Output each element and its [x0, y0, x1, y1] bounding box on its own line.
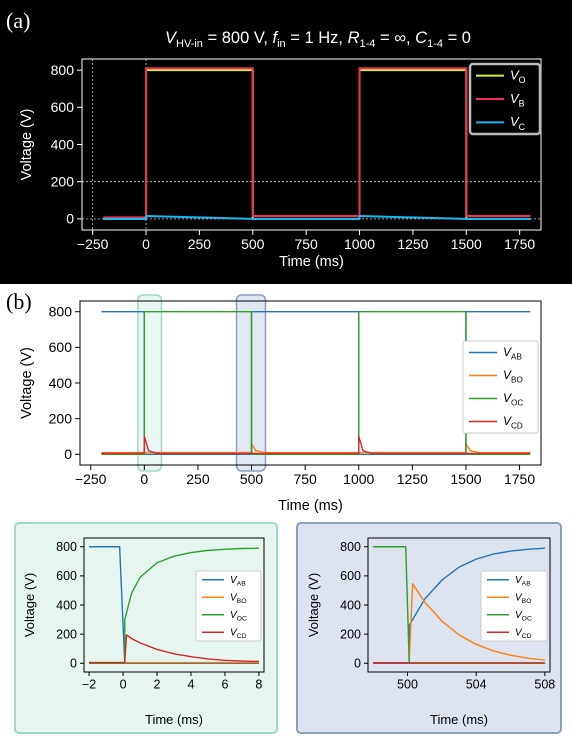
chart-a-x-tick-label-5: 750 [294, 236, 318, 252]
chart-a-y-tick-label-3: 400 [51, 136, 75, 152]
chart-b-y-tick-label-2: 200 [49, 411, 73, 427]
chart-b: −250 0 250 500 750 1000 1250 1500 17500200400600… [19, 294, 542, 514]
chart-d-x-tick-label-1: 500 [397, 678, 418, 692]
chart-d-y-tick-label-3: 400 [340, 598, 361, 612]
chart-d-legend-entry-3: VOC [515, 610, 532, 623]
chart-d-y-tick-label-4: 600 [340, 569, 361, 583]
chart-b-x-tick-label-5: 750 [293, 471, 317, 487]
chart-a-y-tick-label-1: 0 [66, 211, 74, 227]
chart-d-series-v-ab [373, 547, 545, 664]
chart-d-x-axis-label: Time (ms) [430, 712, 488, 727]
chart-b-y-tick-label-3: 400 [49, 375, 73, 391]
chart-c-legend-entry-4: VCD [230, 627, 247, 640]
chart-d-x-tick-label-3: 508 [534, 678, 555, 692]
chart-a-legend-entry-3: VC [510, 114, 526, 132]
chart-c-y-tick-label-4: 600 [56, 569, 77, 583]
chart-a-x-tick-label-1: −250 [77, 236, 109, 252]
chart-b-x-tick-label-8: 1500 [450, 471, 481, 487]
chart-a-y-axis-label: Voltage (V) [19, 109, 35, 181]
chart-b-y-tick-label-4: 600 [49, 339, 73, 355]
chart-c-legend-entry-1: VAB [230, 575, 246, 588]
chart-b-y-tick-label-5: 800 [49, 304, 73, 320]
chart-a-series-v-c [103, 215, 531, 220]
chart-c-x-tick-label-2: 0 [120, 678, 127, 692]
chart-c-series-v-ab [89, 546, 259, 664]
chart-c-series-v-oc [89, 547, 259, 664]
chart-a-x-tick-label-2: 0 [142, 236, 150, 252]
chart-d-x-tick-label-2: 504 [466, 678, 487, 692]
chart-c-x-tick-label-6: 8 [255, 678, 262, 692]
chart-b-x-tick-label-4: 500 [240, 471, 264, 487]
panel-a-title: VHV-in = 800 V, fin = 1 Hz, R1-4 = ∞, C1… [165, 29, 471, 50]
chart-b-series-v-cd [101, 435, 531, 455]
chart-c-legend-entry-3: VOC [230, 610, 247, 623]
chart-d-legend-entry-1: VAB [515, 575, 531, 588]
chart-d-y-axis-label: Voltage (V) [306, 573, 321, 637]
chart-b-legend-entry-2: VBO [503, 368, 523, 384]
chart-b-legend-entry-4: VCD [503, 414, 523, 430]
chart-c-legend [195, 570, 262, 642]
chart-d: 500 504 508 0 200 400 600 800 Time (ms) Voltage (… [306, 537, 555, 727]
chart-b-legend-entry-3: VOC [503, 391, 523, 407]
chart-b-x-tick-label-1: −250 [75, 471, 107, 487]
chart-c-y-tick-label-2: 200 [56, 628, 77, 642]
chart-a-y-tick-label-2: 200 [51, 174, 75, 190]
chart-b-x-tick-label-6: 1000 [343, 471, 374, 487]
chart-b-x-axis-label: Time (ms) [278, 498, 343, 514]
chart-a-legend-entry-2: VB [510, 91, 525, 109]
chart-c-x-tick-label-5: 6 [221, 678, 228, 692]
chart-c-legend-entry-2: VBO [230, 592, 247, 605]
panel-a-label: (a) [6, 8, 30, 33]
chart-b-x-tick-label-2: 0 [140, 471, 148, 487]
panel-a-background [0, 0, 572, 284]
chart-d-legend-entry-2: VBO [515, 592, 532, 605]
chart-c-y-tick-label-1: 0 [70, 657, 77, 671]
chart-d-legend-entry-4: VCD [515, 627, 532, 640]
panel-b-label: (b) [6, 289, 32, 314]
chart-d-y-tick-label-2: 200 [340, 628, 361, 642]
chart-a: −250 0 250 500 750 1000 1250 1500 17500200400600… [19, 58, 542, 270]
chart-a-x-tick-label-3: 250 [188, 236, 212, 252]
chart-a-x-tick-label-8: 1500 [451, 236, 482, 252]
chart-a-series-v-b [103, 67, 531, 219]
chart-c-y-tick-label-3: 400 [56, 598, 77, 612]
chart-a-x-axis-label: Time (ms) [279, 254, 344, 270]
chart-a-x-tick-label-9: 1750 [504, 236, 535, 252]
chart-b-x-tick-label-9: 1750 [504, 471, 535, 487]
chart-a-y-tick-label-4: 600 [51, 99, 75, 115]
chart-b-highlight-band-1 [137, 294, 163, 472]
chart-d-y-tick-label-1: 0 [354, 657, 361, 671]
chart-d-y-tick-label-5: 800 [340, 540, 361, 554]
chart-a-y-tick-label-5: 800 [51, 62, 75, 78]
chart-c: −2 0 2 4 6 8 0 200 400 600 800 Time (ms) Voltage (V)… [22, 537, 265, 727]
chart-a-x-tick-label-7: 1250 [397, 236, 428, 252]
chart-a-legend-entry-1: VO [510, 68, 526, 86]
chart-b-x-tick-label-3: 250 [186, 471, 210, 487]
chart-b-y-tick-label-1: 0 [64, 446, 72, 462]
chart-c-y-tick-label-5: 800 [56, 540, 77, 554]
chart-a-legend [468, 62, 542, 136]
chart-c-x-tick-label-4: 4 [188, 678, 195, 692]
chart-b-x-tick-label-7: 1250 [397, 471, 428, 487]
chart-d-series-v-bo [373, 583, 545, 664]
chart-c-y-axis-label: Voltage (V) [22, 573, 37, 637]
chart-c-x-tick-label-1: −2 [82, 678, 96, 692]
chart-c-x-axis-label: Time (ms) [145, 712, 203, 727]
chart-a-x-tick-label-4: 500 [241, 236, 265, 252]
chart-a-x-tick-label-6: 1000 [344, 236, 375, 252]
chart-b-legend [462, 340, 539, 434]
chart-c-series-v-cd [89, 634, 259, 664]
chart-b-legend-entry-1: VAB [503, 345, 522, 361]
chart-b-y-axis-label: Voltage (V) [19, 347, 35, 419]
chart-d-legend [480, 570, 548, 642]
chart-c-x-tick-label-3: 2 [154, 678, 161, 692]
